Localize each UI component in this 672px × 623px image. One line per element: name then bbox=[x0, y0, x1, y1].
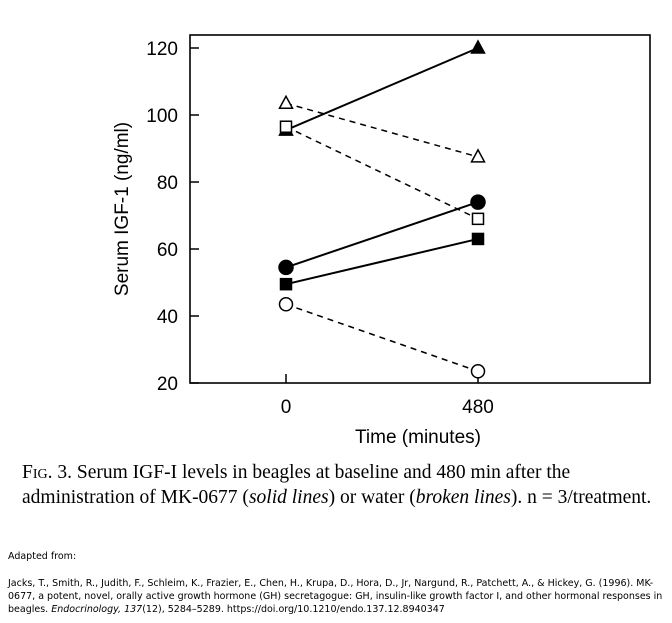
y-tick-label: 100 bbox=[146, 106, 178, 127]
caption-text-2: ) or water ( bbox=[328, 487, 416, 508]
x-tick-label: 0 bbox=[281, 397, 292, 418]
data-point bbox=[470, 364, 486, 379]
citation: Jacks, T., Smith, R., Judith, F., Schlei… bbox=[8, 577, 668, 616]
y-tick-label: 80 bbox=[157, 173, 178, 194]
data-point bbox=[470, 39, 486, 54]
data-point bbox=[278, 297, 294, 312]
series-line bbox=[285, 47, 479, 131]
data-point bbox=[471, 232, 485, 246]
y-tick-label: 20 bbox=[157, 374, 178, 395]
citation-text-2: (12), 5284–5289. https://doi.org/10.1210… bbox=[142, 604, 445, 615]
y-tick-label: 40 bbox=[157, 307, 178, 328]
data-point bbox=[470, 148, 486, 163]
y-axis-title: Serum IGF-1 (ng/ml) bbox=[112, 122, 133, 296]
data-point bbox=[470, 194, 486, 210]
data-point bbox=[279, 120, 293, 133]
data-point bbox=[279, 277, 293, 291]
series-line bbox=[285, 126, 479, 220]
series-line bbox=[285, 237, 479, 286]
citation-journal: Endocrinology, 137 bbox=[51, 604, 143, 615]
series-line bbox=[285, 201, 479, 269]
series-lines bbox=[285, 47, 479, 372]
y-axis: 20 40 60 80 100 120 bbox=[146, 39, 199, 395]
caption-text-3: ). n = 3/treatment. bbox=[510, 487, 652, 508]
caption-broken-lines: broken lines bbox=[415, 487, 511, 508]
figure-caption: Fig. 3. Serum IGF-I levels in beagles at… bbox=[22, 460, 667, 510]
chart: 20 40 60 80 100 120 0 480 Time (minutes) Serum… bbox=[112, 34, 651, 448]
series-line bbox=[285, 303, 479, 372]
series-line bbox=[285, 102, 479, 158]
y-tick-label: 120 bbox=[146, 39, 178, 60]
plot-frame bbox=[189, 34, 651, 384]
x-axis-title: Time (minutes) bbox=[355, 427, 481, 448]
x-axis: 0 480 bbox=[281, 374, 494, 418]
caption-solid-lines: solid lines bbox=[248, 487, 329, 508]
data-point bbox=[278, 259, 294, 276]
y-tick-label: 60 bbox=[157, 240, 178, 261]
series-markers bbox=[278, 39, 486, 379]
x-tick-label: 480 bbox=[462, 397, 494, 418]
data-point bbox=[471, 212, 485, 226]
citation-text: Jacks, T., Smith, R., Judith, F., Schlei… bbox=[8, 578, 663, 615]
data-point bbox=[278, 94, 294, 110]
figure-label: Fig. 3. bbox=[22, 462, 72, 483]
adapted-from-label: Adapted from: bbox=[8, 551, 77, 562]
caption-text: Serum IGF-I levels in beagles at baselin… bbox=[22, 462, 571, 508]
